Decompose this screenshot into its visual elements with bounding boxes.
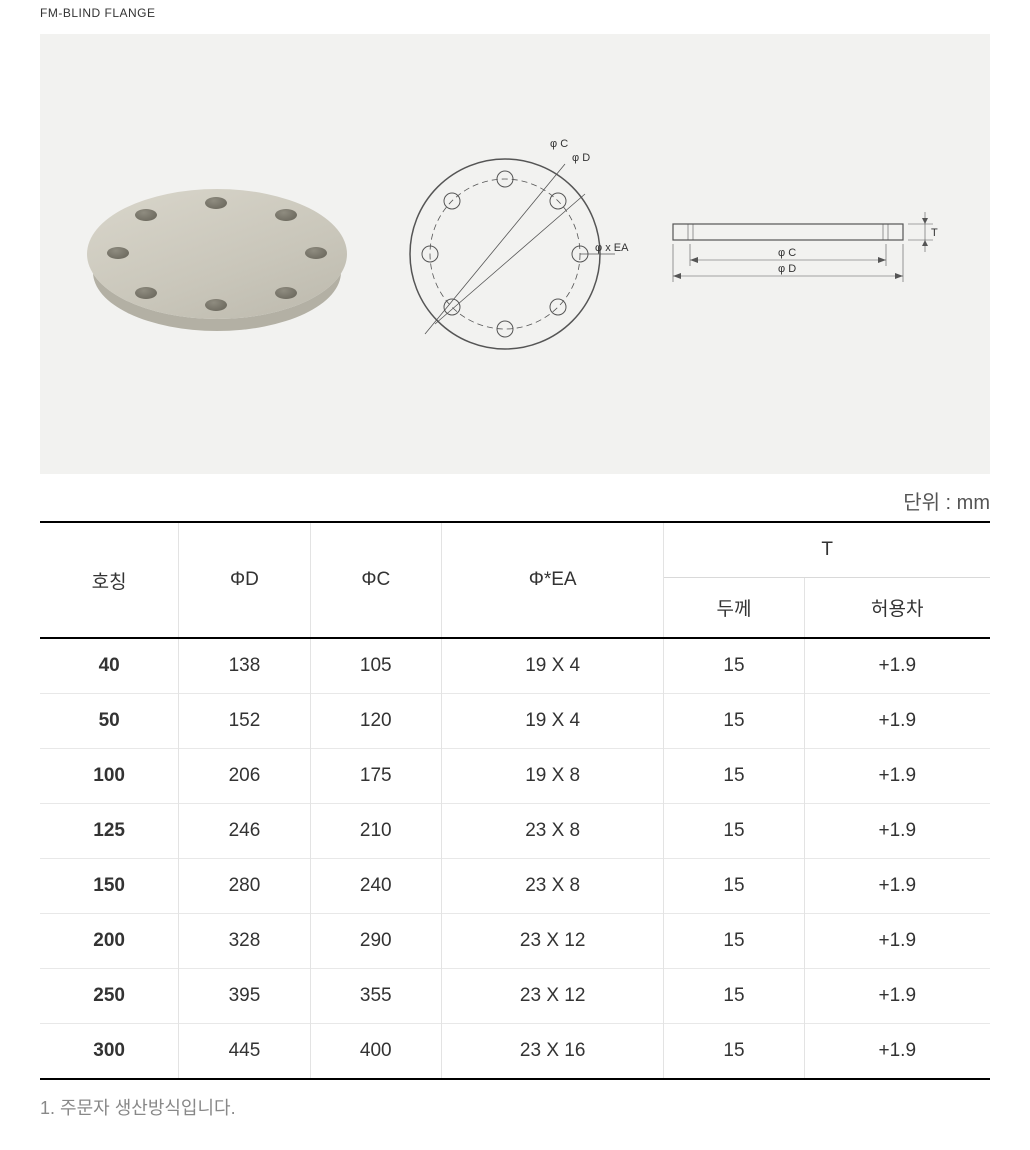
t-label: T — [931, 227, 938, 239]
col-phi-d: ΦD — [179, 522, 310, 638]
table-cell: +1.9 — [804, 914, 990, 969]
table-cell: 15 — [664, 749, 804, 804]
diagram-area: φ C φ D φ x EA T φ C — [40, 34, 990, 474]
table-cell: 19 X 8 — [441, 749, 663, 804]
table-cell: 152 — [179, 694, 310, 749]
table-cell: +1.9 — [804, 638, 990, 694]
table-row: 20032829023 X 1215+1.9 — [40, 914, 990, 969]
phi-c-label: φ C — [550, 138, 568, 150]
flange-3d-illustration — [87, 169, 347, 339]
table-cell: 23 X 16 — [441, 1024, 663, 1080]
spec-table-head: 호칭 ΦD ΦC Φ*EA T 두께 허용차 — [40, 522, 990, 638]
table-cell: 395 — [179, 969, 310, 1024]
footnote: 1. 주문자 생산방식입니다. — [40, 1094, 990, 1120]
unit-note: 단위 : mm — [40, 486, 990, 515]
table-cell: 23 X 12 — [441, 969, 663, 1024]
table-cell: 15 — [664, 638, 804, 694]
table-cell: 23 X 8 — [441, 804, 663, 859]
col-name: 호칭 — [40, 522, 179, 638]
table-row: 25039535523 X 1215+1.9 — [40, 969, 990, 1024]
table-row: 4013810519 X 415+1.9 — [40, 638, 990, 694]
table-cell: +1.9 — [804, 969, 990, 1024]
phi-d-label: φ D — [572, 152, 590, 164]
table-cell: 150 — [40, 859, 179, 914]
table-cell: 15 — [664, 859, 804, 914]
table-cell: 246 — [179, 804, 310, 859]
col-phi-ea: Φ*EA — [441, 522, 663, 638]
table-cell: 300 — [40, 1024, 179, 1080]
table-cell: 138 — [179, 638, 310, 694]
table-cell: 206 — [179, 749, 310, 804]
table-cell: 250 — [40, 969, 179, 1024]
side-phi-d-label: φ D — [778, 263, 796, 275]
table-row: 12524621023 X 815+1.9 — [40, 804, 990, 859]
table-cell: 175 — [310, 749, 441, 804]
table-cell: 15 — [664, 1024, 804, 1080]
table-cell: 445 — [179, 1024, 310, 1080]
table-cell: +1.9 — [804, 749, 990, 804]
table-cell: 15 — [664, 914, 804, 969]
table-cell: 125 — [40, 804, 179, 859]
table-cell: 210 — [310, 804, 441, 859]
table-cell: 19 X 4 — [441, 638, 663, 694]
table-cell: 15 — [664, 804, 804, 859]
phi-ea-label: φ x EA — [595, 242, 629, 254]
table-cell: 15 — [664, 694, 804, 749]
table-cell: 23 X 12 — [441, 914, 663, 969]
side-phi-c-label: φ C — [778, 247, 796, 259]
table-cell: +1.9 — [804, 804, 990, 859]
table-row: 30044540023 X 1615+1.9 — [40, 1024, 990, 1080]
table-cell: 328 — [179, 914, 310, 969]
table-row: 5015212019 X 415+1.9 — [40, 694, 990, 749]
table-row: 10020617519 X 815+1.9 — [40, 749, 990, 804]
spec-table-body: 4013810519 X 415+1.95015212019 X 415+1.9… — [40, 638, 990, 1079]
table-cell: 100 — [40, 749, 179, 804]
col-phi-c: ΦC — [310, 522, 441, 638]
table-cell: 50 — [40, 694, 179, 749]
table-cell: +1.9 — [804, 1024, 990, 1080]
page-title: FM-BLIND FLANGE — [0, 0, 1030, 24]
spec-table: 호칭 ΦD ΦC Φ*EA T 두께 허용차 4013810519 X 415+… — [40, 521, 990, 1080]
table-row: 15028024023 X 815+1.9 — [40, 859, 990, 914]
table-cell: 15 — [664, 969, 804, 1024]
table-cell: 23 X 8 — [441, 859, 663, 914]
table-cell: 240 — [310, 859, 441, 914]
table-cell: 105 — [310, 638, 441, 694]
table-cell: 120 — [310, 694, 441, 749]
table-cell: 40 — [40, 638, 179, 694]
table-cell: +1.9 — [804, 859, 990, 914]
table-cell: 19 X 4 — [441, 694, 663, 749]
col-t-tol: 허용차 — [804, 578, 990, 639]
table-cell: 290 — [310, 914, 441, 969]
col-t: T — [664, 522, 990, 578]
table-cell: +1.9 — [804, 694, 990, 749]
flange-side-view: T φ C φ D — [663, 194, 943, 314]
table-cell: 280 — [179, 859, 310, 914]
flange-top-view: φ C φ D φ x EA — [400, 149, 610, 359]
col-t-thick: 두께 — [664, 578, 804, 639]
table-cell: 400 — [310, 1024, 441, 1080]
table-cell: 200 — [40, 914, 179, 969]
table-cell: 355 — [310, 969, 441, 1024]
